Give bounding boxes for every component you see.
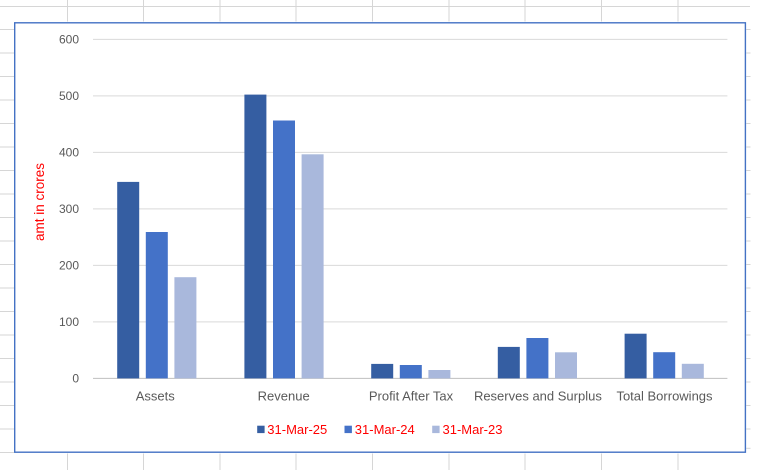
svg-text:0: 0 [72, 372, 79, 386]
svg-text:31-Mar-23: 31-Mar-23 [443, 422, 503, 437]
svg-text:500: 500 [59, 89, 79, 103]
svg-text:31-Mar-24: 31-Mar-24 [355, 422, 415, 437]
svg-text:100: 100 [59, 315, 79, 329]
svg-text:Revenue: Revenue [258, 388, 310, 403]
svg-text:amt in crores: amt in crores [32, 163, 47, 241]
svg-text:600: 600 [59, 33, 79, 47]
svg-text:300: 300 [59, 202, 79, 216]
svg-text:Profit After Tax: Profit After Tax [369, 388, 454, 403]
svg-text:31-Mar-25: 31-Mar-25 [267, 422, 327, 437]
svg-text:400: 400 [59, 146, 79, 160]
svg-text:200: 200 [59, 259, 79, 273]
svg-text:Assets: Assets [136, 388, 176, 403]
svg-text:Reserves and Surplus: Reserves and Surplus [474, 388, 602, 403]
svg-text:Total Borrowings: Total Borrowings [616, 388, 713, 403]
